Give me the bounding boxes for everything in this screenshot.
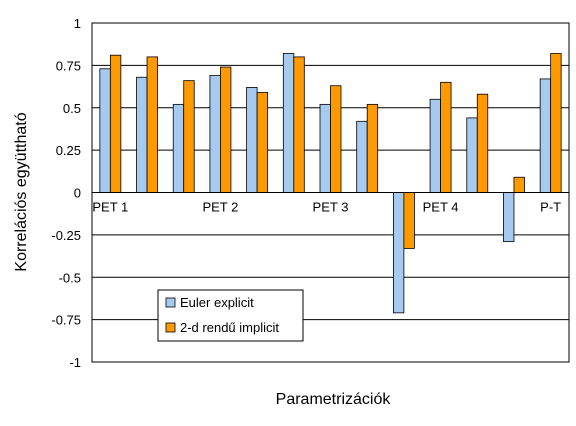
y-tick-labels: 1 0.75 0.5 0.25 0 -0.25 -0.5 -0.75 -1 — [51, 16, 81, 370]
bar-implicit — [293, 56, 305, 193]
legend-swatch-implicit — [165, 322, 176, 333]
bar-euler — [246, 87, 258, 193]
bar-euler — [319, 103, 331, 193]
x-tick-label: PET 2 — [202, 200, 238, 215]
bar-implicit — [330, 85, 342, 193]
bar-euler — [209, 75, 221, 193]
y-tick-label: 0 — [74, 186, 81, 201]
bar-euler — [99, 68, 111, 193]
y-tick-label: 0.25 — [56, 143, 81, 158]
gridlines — [92, 64, 569, 321]
bar-implicit — [146, 56, 158, 193]
x-tick-label: P-T — [540, 200, 561, 215]
bar-euler — [539, 78, 552, 193]
y-tick-label: -0.25 — [51, 228, 81, 243]
y-tick-label: 1 — [74, 16, 81, 31]
y-tick-label: 0.75 — [56, 58, 81, 73]
legend-label-implicit: 2-d rendű implicit — [180, 320, 279, 335]
legend-label-euler: Euler explicit — [180, 295, 254, 310]
bar-euler — [172, 103, 185, 193]
x-axis-title: Parametrizációk — [276, 391, 392, 408]
bar-implicit — [366, 103, 379, 193]
y-tick-label: -0.5 — [59, 270, 81, 285]
x-tick-label: PET 4 — [423, 200, 459, 215]
bar-implicit — [403, 192, 415, 249]
bar-euler — [356, 120, 368, 193]
bar-euler — [392, 192, 405, 314]
bar-implicit — [220, 66, 232, 193]
bar-implicit — [440, 81, 452, 193]
bar-implicit — [513, 176, 525, 193]
bar-euler — [429, 98, 441, 193]
x-tick-label: PET 3 — [313, 200, 349, 215]
bar-euler — [466, 117, 478, 193]
legend-swatch-euler — [165, 297, 176, 308]
bar-implicit — [476, 93, 489, 193]
bar-euler — [282, 53, 295, 193]
y-tick-label: -1 — [69, 355, 81, 370]
bar-euler — [503, 192, 515, 243]
legend-box — [157, 289, 304, 342]
y-axis-title: Korrelációs együttható — [13, 112, 30, 271]
x-tick-label: PET 1 — [92, 200, 128, 215]
y-tick-label: 0.5 — [63, 101, 81, 116]
bar-implicit — [109, 54, 122, 193]
legend: Euler explicit 2-d rendű implicit — [157, 289, 304, 342]
bar-implicit — [183, 80, 195, 193]
bar-implicit — [550, 53, 562, 193]
bars — [99, 53, 562, 314]
bar-implicit — [256, 92, 269, 193]
x-tick-labels: PET 1 PET 2 PET 3 PET 4 P-T — [92, 200, 561, 215]
y-tick-label: -0.75 — [51, 313, 81, 328]
bar-euler — [136, 76, 148, 193]
